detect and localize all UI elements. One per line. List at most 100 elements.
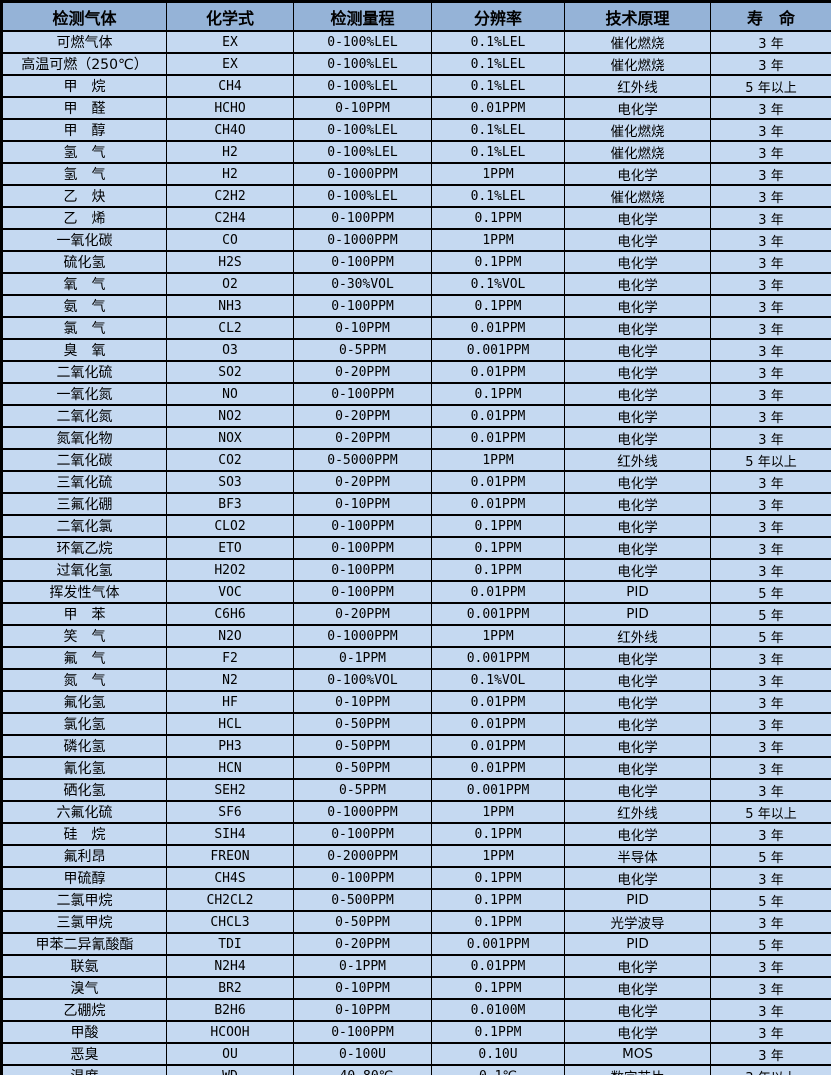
cell-resolution: 0.1%LEL	[431, 184, 565, 208]
cell-gas: 一氧化碳	[1, 228, 167, 252]
cell-principle: PID	[564, 932, 711, 956]
cell-gas: 一氧化氮	[1, 382, 167, 406]
cell-range: 0-100%LEL	[293, 74, 432, 98]
cell-range: 0-50PPM	[293, 756, 432, 780]
cell-formula: C2H4	[166, 206, 294, 230]
cell-formula: OU	[166, 1042, 294, 1066]
table-row: 三氧化硫 SO3 0-20PPM 0.01PPM 电化学 3 年	[1, 470, 831, 494]
cell-principle: 电化学	[564, 96, 711, 120]
table-row: 甲 烷 CH4 0-100%LEL 0.1%LEL 红外线 5 年以上	[1, 74, 831, 98]
cell-gas: 六氟化硫	[1, 800, 167, 824]
cell-gas: 甲 醛	[1, 96, 167, 120]
cell-principle: 电化学	[564, 822, 711, 846]
cell-lifespan: 3 年	[710, 976, 831, 1000]
table-row: 二氯甲烷 CH2CL2 0-500PPM 0.1PPM PID 5 年	[1, 888, 831, 912]
cell-principle: 数字芯片	[564, 1064, 711, 1075]
cell-resolution: 0.01PPM	[431, 404, 565, 428]
cell-lifespan: 3 年	[710, 822, 831, 846]
cell-range: 0-10PPM	[293, 96, 432, 120]
cell-gas: 三氧化硫	[1, 470, 167, 494]
cell-resolution: 0.1%VOL	[431, 668, 565, 692]
cell-gas: 磷化氢	[1, 734, 167, 758]
cell-gas: 二氧化硫	[1, 360, 167, 384]
cell-gas: 氯化氢	[1, 712, 167, 736]
cell-formula: H2O2	[166, 558, 294, 582]
cell-principle: 电化学	[564, 536, 711, 560]
cell-principle: 电化学	[564, 954, 711, 978]
cell-formula: B2H6	[166, 998, 294, 1022]
cell-principle: 红外线	[564, 74, 711, 98]
cell-resolution: 0.1℃	[431, 1064, 565, 1075]
cell-range: 0-100%LEL	[293, 52, 432, 76]
cell-range: 0-10PPM	[293, 690, 432, 714]
cell-resolution: 0.01PPM	[431, 690, 565, 714]
cell-gas: 硒化氢	[1, 778, 167, 802]
cell-resolution: 0.01PPM	[431, 492, 565, 516]
cell-lifespan: 3 年	[710, 558, 831, 582]
cell-formula: PH3	[166, 734, 294, 758]
cell-resolution: 0.1PPM	[431, 910, 565, 934]
cell-lifespan: 3 年	[710, 646, 831, 670]
cell-range: 0-100PPM	[293, 206, 432, 230]
cell-principle: 电化学	[564, 690, 711, 714]
cell-formula: NO2	[166, 404, 294, 428]
cell-resolution: 1PPM	[431, 844, 565, 868]
table-row: 甲酸 HCOOH 0-100PPM 0.1PPM 电化学 3 年	[1, 1020, 831, 1044]
cell-lifespan: 5 年	[710, 602, 831, 626]
cell-range: 0-100PPM	[293, 822, 432, 846]
cell-principle: 催化燃烧	[564, 30, 711, 54]
table-row: 二氧化氯 CLO2 0-100PPM 0.1PPM 电化学 3 年	[1, 514, 831, 538]
cell-formula: CO	[166, 228, 294, 252]
cell-range: 0-100PPM	[293, 514, 432, 538]
cell-principle: 电化学	[564, 668, 711, 692]
cell-resolution: 0.001PPM	[431, 602, 565, 626]
cell-principle: 电化学	[564, 976, 711, 1000]
cell-principle: 红外线	[564, 624, 711, 648]
table-row: 过氧化氢 H2O2 0-100PPM 0.1PPM 电化学 3 年	[1, 558, 831, 582]
cell-formula: O3	[166, 338, 294, 362]
cell-range: 0-100%LEL	[293, 140, 432, 164]
cell-lifespan: 3 年	[710, 360, 831, 384]
cell-lifespan: 3 年	[710, 316, 831, 340]
col-header-range: 检测量程	[293, 0, 432, 32]
cell-gas: 氰化氢	[1, 756, 167, 780]
cell-principle: MOS	[564, 1042, 711, 1066]
table-row: 乙硼烷 B2H6 0-10PPM 0.0100M 电化学 3 年	[1, 998, 831, 1022]
cell-lifespan: 5 年	[710, 888, 831, 912]
col-header-lifespan: 寿 命	[710, 0, 831, 32]
cell-formula: CHCL3	[166, 910, 294, 934]
cell-range: 0-50PPM	[293, 712, 432, 736]
table-row: 氢 气 H2 0-100%LEL 0.1%LEL 催化燃烧 3 年	[1, 140, 831, 164]
cell-range: 0-100PPM	[293, 382, 432, 406]
cell-formula: FREON	[166, 844, 294, 868]
cell-resolution: 0.1%LEL	[431, 140, 565, 164]
cell-gas: 高温可燃（250℃）	[1, 52, 167, 76]
cell-range: 0-1000PPM	[293, 624, 432, 648]
cell-formula: SIH4	[166, 822, 294, 846]
cell-formula: H2S	[166, 250, 294, 274]
cell-resolution: 0.01PPM	[431, 954, 565, 978]
cell-range: 0-50PPM	[293, 910, 432, 934]
cell-resolution: 0.01PPM	[431, 712, 565, 736]
cell-formula: CLO2	[166, 514, 294, 538]
cell-resolution: 0.1PPM	[431, 888, 565, 912]
cell-range: 0-20PPM	[293, 360, 432, 384]
cell-gas: 恶臭	[1, 1042, 167, 1066]
cell-gas: 可燃气体	[1, 30, 167, 54]
cell-gas: 过氧化氢	[1, 558, 167, 582]
cell-formula: N2	[166, 668, 294, 692]
cell-gas: 氢 气	[1, 162, 167, 186]
cell-gas: 联氨	[1, 954, 167, 978]
cell-principle: PID	[564, 580, 711, 604]
col-header-formula: 化学式	[166, 0, 294, 32]
cell-lifespan: 3 年	[710, 470, 831, 494]
cell-resolution: 0.01PPM	[431, 360, 565, 384]
cell-principle: 电化学	[564, 998, 711, 1022]
table-row: 环氧乙烷 ETO 0-100PPM 0.1PPM 电化学 3 年	[1, 536, 831, 560]
cell-lifespan: 5 年以上	[710, 800, 831, 824]
table-row: 氰化氢 HCN 0-50PPM 0.01PPM 电化学 3 年	[1, 756, 831, 780]
cell-range: 0-50PPM	[293, 734, 432, 758]
col-header-resolution: 分辨率	[431, 0, 565, 32]
cell-formula: F2	[166, 646, 294, 670]
cell-resolution: 0.1PPM	[431, 250, 565, 274]
